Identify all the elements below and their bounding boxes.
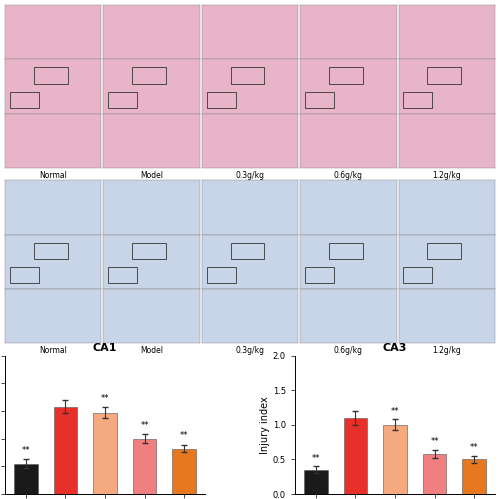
Bar <box>305 92 334 108</box>
Bar <box>108 92 137 108</box>
Bar <box>132 243 166 259</box>
Bar <box>132 439 156 494</box>
Bar <box>172 449 196 494</box>
Bar <box>34 67 68 84</box>
Text: **: ** <box>391 407 399 416</box>
X-axis label: Normal: Normal <box>40 171 67 180</box>
Bar <box>14 464 38 494</box>
Bar <box>206 92 236 108</box>
Text: A: A <box>8 10 18 24</box>
X-axis label: Model: Model <box>140 171 163 180</box>
Bar <box>54 407 78 494</box>
Y-axis label: Injury index: Injury index <box>260 396 270 454</box>
Text: C: C <box>8 360 18 374</box>
Bar <box>34 243 68 259</box>
Bar <box>305 267 334 283</box>
Bar <box>344 418 367 494</box>
Bar <box>230 243 264 259</box>
Text: **: ** <box>140 421 149 430</box>
X-axis label: Model: Model <box>140 346 163 355</box>
Bar <box>108 267 137 283</box>
Text: **: ** <box>430 437 439 446</box>
Text: **: ** <box>470 444 478 453</box>
Bar <box>304 470 328 494</box>
X-axis label: 0.6g/kg: 0.6g/kg <box>334 346 363 355</box>
Bar <box>206 267 236 283</box>
X-axis label: 1.2g/kg: 1.2g/kg <box>432 171 461 180</box>
Bar <box>10 267 39 283</box>
Bar <box>428 67 461 84</box>
Title: CA3: CA3 <box>383 343 407 353</box>
Bar <box>329 67 363 84</box>
X-axis label: 1.2g/kg: 1.2g/kg <box>432 346 461 355</box>
X-axis label: 0.3g/kg: 0.3g/kg <box>236 171 264 180</box>
Bar <box>383 425 407 494</box>
Bar <box>329 243 363 259</box>
Bar <box>404 92 432 108</box>
Bar <box>428 243 461 259</box>
Bar <box>230 67 264 84</box>
Bar <box>422 454 446 494</box>
Text: **: ** <box>101 394 110 403</box>
Text: **: ** <box>22 446 30 455</box>
Text: **: ** <box>312 454 320 463</box>
X-axis label: 0.6g/kg: 0.6g/kg <box>334 171 363 180</box>
X-axis label: 0.3g/kg: 0.3g/kg <box>236 346 264 355</box>
Bar <box>93 413 117 494</box>
X-axis label: Normal: Normal <box>40 346 67 355</box>
Bar <box>132 67 166 84</box>
Text: B: B <box>8 185 18 199</box>
Bar <box>404 267 432 283</box>
Title: CA1: CA1 <box>93 343 117 353</box>
Bar <box>10 92 39 108</box>
Bar <box>462 460 486 494</box>
Text: **: ** <box>180 431 188 440</box>
